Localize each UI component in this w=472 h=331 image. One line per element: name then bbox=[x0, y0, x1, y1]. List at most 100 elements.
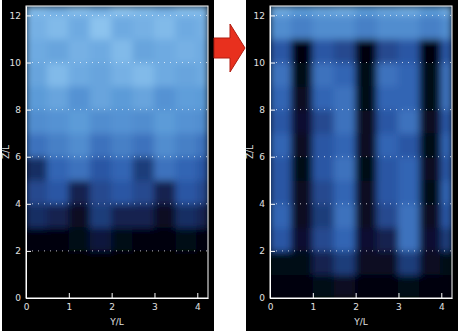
heat-cell bbox=[398, 180, 420, 205]
tick-label: 2 bbox=[353, 302, 359, 312]
tick: 4 bbox=[15, 199, 31, 209]
heat-cell bbox=[355, 109, 377, 134]
heat-cell bbox=[111, 6, 133, 16]
heat-cell bbox=[334, 180, 356, 205]
heat-cell bbox=[334, 6, 356, 16]
tick-label: 4 bbox=[259, 199, 265, 209]
tick-label: 12 bbox=[254, 11, 265, 21]
heat-cell bbox=[175, 15, 197, 40]
heat-cell bbox=[398, 86, 420, 111]
tick-label: 8 bbox=[15, 105, 21, 115]
tick-label: 2 bbox=[259, 246, 265, 256]
heat-cell bbox=[47, 227, 69, 252]
tick-mark bbox=[270, 204, 275, 205]
heat-cell bbox=[197, 274, 208, 298]
tick: 12 bbox=[10, 11, 31, 21]
heat-cell bbox=[197, 109, 208, 134]
heat-cell bbox=[419, 203, 441, 228]
heat-cell bbox=[334, 156, 356, 181]
tick-label: 2 bbox=[109, 302, 115, 312]
heat-cell bbox=[68, 250, 90, 275]
heat-cell bbox=[441, 38, 452, 63]
heat-cell bbox=[111, 180, 133, 205]
heat-cell bbox=[398, 62, 420, 87]
heat-cell bbox=[398, 133, 420, 158]
heat-cell bbox=[270, 86, 292, 111]
heat-cell bbox=[334, 203, 356, 228]
heat-cell bbox=[312, 250, 334, 275]
tick-label: 6 bbox=[259, 152, 265, 162]
heat-cell bbox=[90, 203, 112, 228]
heat-cell bbox=[398, 109, 420, 134]
heat-cell bbox=[355, 62, 377, 87]
tick-label: 0 bbox=[24, 302, 30, 312]
heat-cell bbox=[111, 250, 133, 275]
heat-cell bbox=[377, 274, 399, 298]
heat-cell bbox=[291, 15, 313, 40]
heat-cell bbox=[133, 15, 155, 40]
x-axis: 01234 bbox=[24, 293, 209, 312]
heat-cell bbox=[68, 203, 90, 228]
heat-cell bbox=[441, 6, 452, 16]
heat-cell bbox=[111, 274, 133, 298]
heat-cell bbox=[270, 227, 292, 252]
heat-cell bbox=[355, 203, 377, 228]
tick: 2 bbox=[353, 293, 359, 312]
grid-line bbox=[26, 62, 208, 63]
tick: 4 bbox=[439, 293, 445, 312]
heat-cell bbox=[90, 250, 112, 275]
heat-cell bbox=[441, 62, 452, 87]
tick-mark bbox=[441, 293, 442, 298]
heat-cell bbox=[355, 15, 377, 40]
heat-cell bbox=[26, 250, 48, 275]
heat-cell bbox=[175, 133, 197, 158]
y-axis: 024681012 bbox=[254, 7, 275, 304]
heat-cell bbox=[68, 227, 90, 252]
heat-cell bbox=[441, 86, 452, 111]
tick: 3 bbox=[152, 293, 158, 312]
heat-cell bbox=[291, 109, 313, 134]
heat-cell bbox=[68, 180, 90, 205]
tick: 10 bbox=[10, 58, 31, 68]
heat-cell bbox=[334, 227, 356, 252]
tick-mark bbox=[197, 293, 198, 298]
heat-cell bbox=[26, 180, 48, 205]
heat-cell bbox=[441, 15, 452, 40]
heat-cell bbox=[419, 6, 441, 16]
heat-cell bbox=[47, 274, 69, 298]
heat-cell bbox=[441, 250, 452, 275]
heat-cell bbox=[270, 109, 292, 134]
grid-line bbox=[270, 156, 452, 157]
heat-cell bbox=[291, 133, 313, 158]
heat-cell bbox=[26, 274, 48, 298]
heat-cell bbox=[197, 203, 208, 228]
heat-cell bbox=[111, 203, 133, 228]
grid-line bbox=[270, 109, 452, 110]
heat-cell bbox=[68, 109, 90, 134]
heat-cell bbox=[133, 133, 155, 158]
heat-cell bbox=[26, 62, 48, 87]
heat-cell bbox=[133, 180, 155, 205]
heat-cell bbox=[291, 6, 313, 16]
heat-cell bbox=[154, 227, 176, 252]
heat-cell bbox=[68, 274, 90, 298]
tick-label: 4 bbox=[439, 302, 445, 312]
heat-cell bbox=[175, 109, 197, 134]
heat-cell bbox=[47, 133, 69, 158]
plot-frame bbox=[270, 6, 452, 298]
heat-cell bbox=[111, 38, 133, 63]
heat-cell bbox=[175, 227, 197, 252]
grid-line bbox=[270, 203, 452, 204]
grid-line bbox=[26, 109, 208, 110]
tick: 3 bbox=[396, 293, 402, 312]
heat-cell bbox=[398, 15, 420, 40]
grid-line bbox=[270, 250, 452, 251]
tick: 4 bbox=[259, 199, 275, 209]
heat-cell bbox=[355, 227, 377, 252]
tick: 12 bbox=[254, 11, 275, 21]
heat-cell bbox=[47, 62, 69, 87]
heat-cell bbox=[377, 86, 399, 111]
grid-line bbox=[26, 156, 208, 157]
tick-label: 0 bbox=[259, 293, 265, 303]
heat-cell bbox=[111, 109, 133, 134]
